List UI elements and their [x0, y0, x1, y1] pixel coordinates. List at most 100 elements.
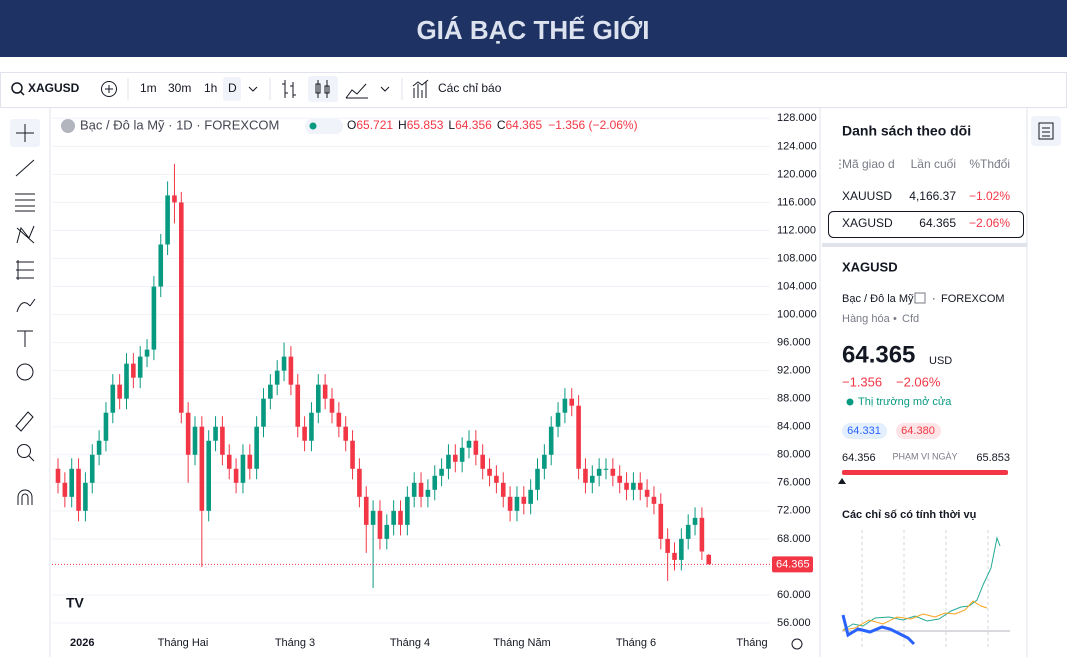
- candle-body: [384, 524, 390, 539]
- ohlc-label: L: [448, 118, 455, 132]
- column-header: Mã giao d: [842, 157, 895, 171]
- search-icon[interactable]: [11, 82, 23, 94]
- indicators-icon[interactable]: [412, 79, 429, 98]
- text-tool[interactable]: [17, 330, 33, 347]
- candle-body: [220, 426, 225, 455]
- ohlc-value: 64.356: [455, 118, 492, 132]
- dropdown[interactable]: [380, 86, 390, 92]
- candle-body: [131, 363, 136, 378]
- candle-body: [254, 426, 259, 469]
- ask: 64.380: [901, 425, 935, 437]
- fib-tool[interactable]: [15, 193, 35, 212]
- candles-icon[interactable]: [315, 80, 330, 98]
- x-tick-label: 2026: [70, 637, 94, 649]
- candle-body: [644, 489, 650, 497]
- interval[interactable]: 1h: [204, 81, 217, 95]
- candle-body: [418, 482, 424, 497]
- candle-body: [439, 468, 444, 476]
- pattern-tool[interactable]: [16, 225, 35, 244]
- zoom-tool[interactable]: [17, 444, 31, 458]
- x-tick-label: Tháng: [736, 637, 767, 649]
- candle-body: [247, 454, 253, 469]
- candle-body: [192, 426, 198, 455]
- candle-body: [487, 468, 492, 476]
- candle-body: [528, 489, 533, 504]
- interval[interactable]: D: [228, 81, 237, 95]
- seasonal-grid: [861, 530, 989, 650]
- candle-body: [507, 496, 513, 511]
- candle-body: [672, 552, 677, 560]
- last-price-box: [772, 556, 813, 573]
- side-button[interactable]: [1031, 116, 1061, 146]
- candle-body: [316, 384, 321, 413]
- market-status: Thị trường mở cửa: [858, 396, 952, 408]
- detail-separator: ·: [932, 293, 936, 305]
- x-tick-label: Tháng Hai: [158, 637, 209, 649]
- brush-tool[interactable]: [16, 298, 36, 313]
- candle-body: [603, 468, 609, 470]
- projection-tool[interactable]: [16, 260, 34, 280]
- candle-body: [158, 244, 164, 287]
- candle-body: [679, 538, 684, 560]
- add-symbol[interactable]: [101, 81, 117, 97]
- column-header: Lần cuối: [911, 157, 956, 171]
- candle-body: [55, 468, 61, 483]
- candle-body: [268, 384, 273, 399]
- area-icon[interactable]: [345, 83, 368, 99]
- candle-body: [425, 489, 431, 497]
- candle-body: [514, 496, 520, 511]
- candle-body: [624, 482, 629, 490]
- interval[interactable]: 1m: [140, 81, 157, 95]
- interval[interactable]: 30m: [168, 81, 191, 95]
- market-open-dot: [309, 122, 317, 130]
- ohlc-label: C: [497, 118, 506, 132]
- settings-icon[interactable]: [791, 638, 803, 650]
- add-symbol: [105, 85, 113, 93]
- y-tick-label: 120.000: [777, 168, 817, 180]
- crosshair-tool[interactable]: [16, 124, 34, 142]
- link-icon[interactable]: [914, 292, 926, 304]
- detail-category: Hàng hóa: [842, 313, 891, 325]
- candle-body: [596, 468, 602, 476]
- emoji-tool[interactable]: [16, 363, 34, 381]
- seasonal-title: Các chỉ số có tính thời vụ: [842, 509, 976, 521]
- candle-body: [151, 286, 157, 350]
- interval-active: [223, 77, 241, 101]
- candle-body: [185, 412, 191, 455]
- y-tick-label: 116.000: [777, 196, 816, 208]
- watchlist-symbol[interactable]: XAGUSD: [842, 216, 893, 230]
- indicators[interactable]: Các chỉ báo: [438, 81, 502, 95]
- seasonal-line: [841, 614, 916, 646]
- range-marker: [838, 478, 846, 484]
- column-header: %Thđổi: [969, 157, 1010, 171]
- watchlist-selected[interactable]: [828, 211, 1024, 238]
- candle-body: [302, 426, 307, 441]
- status-pill: [305, 119, 343, 134]
- x-tick-label: Tháng 3: [275, 637, 315, 649]
- dropdown[interactable]: [248, 86, 258, 92]
- candle-body: [179, 202, 184, 413]
- y-tick-label: 60.000: [777, 589, 811, 601]
- magnet-tool[interactable]: [17, 489, 33, 505]
- bars-icon[interactable]: [282, 80, 296, 98]
- candle-body: [343, 426, 348, 441]
- candle-body: [226, 454, 232, 469]
- y-tick-label: 76.000: [777, 477, 811, 489]
- candle-body: [631, 482, 636, 490]
- candle-body: [281, 356, 287, 371]
- detail-change: −1.356: [842, 374, 882, 389]
- range-title: PHẠM VI NGÀY: [892, 451, 957, 461]
- watchlist-symbol[interactable]: XAUUSD: [842, 189, 892, 203]
- symbol[interactable]: XAGUSD: [28, 81, 80, 95]
- trendline-tool[interactable]: [15, 159, 35, 177]
- symbol-description: Bạc / Đô la Mỹ · 1D · FOREXCOM: [80, 117, 279, 132]
- x-tick-label: Tháng 6: [616, 637, 656, 649]
- candle-body: [69, 468, 74, 497]
- watchlist-title: Danh sách theo dõi: [842, 123, 971, 139]
- ruler-tool[interactable]: [15, 411, 34, 432]
- candle-body: [288, 356, 294, 385]
- symbol-logo: [61, 119, 75, 133]
- candle-body: [610, 468, 616, 476]
- candle-body: [261, 398, 266, 427]
- y-tick-label: 88.000: [777, 393, 811, 405]
